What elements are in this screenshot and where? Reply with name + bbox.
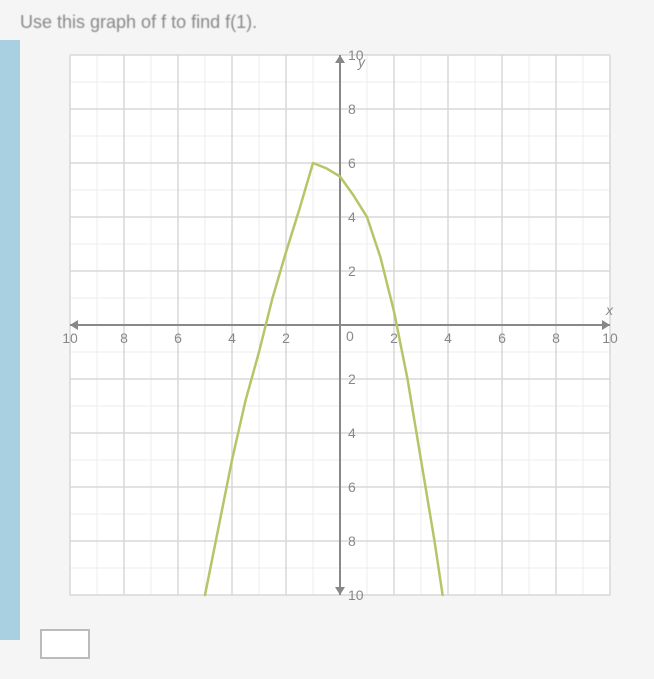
svg-text:x: x — [605, 302, 614, 318]
svg-text:8: 8 — [348, 533, 356, 549]
page-accent — [0, 40, 20, 640]
svg-text:6: 6 — [498, 330, 506, 346]
svg-text:10: 10 — [602, 330, 618, 346]
svg-text:4: 4 — [444, 330, 452, 346]
svg-text:0: 0 — [346, 328, 354, 344]
svg-text:4: 4 — [228, 330, 236, 346]
graph-chart: 1086420246810108642246810yx — [60, 45, 620, 605]
svg-text:8: 8 — [120, 330, 128, 346]
question-text: Use this graph of f to find f(1). — [20, 12, 257, 33]
svg-text:2: 2 — [348, 263, 356, 279]
answer-input[interactable] — [40, 629, 90, 659]
svg-text:y: y — [357, 54, 366, 70]
svg-text:8: 8 — [552, 330, 560, 346]
svg-text:6: 6 — [348, 479, 356, 495]
svg-text:4: 4 — [348, 425, 356, 441]
svg-text:10: 10 — [348, 587, 364, 603]
svg-text:2: 2 — [390, 330, 398, 346]
svg-text:4: 4 — [348, 209, 356, 225]
svg-text:6: 6 — [174, 330, 182, 346]
svg-text:2: 2 — [348, 371, 356, 387]
svg-text:6: 6 — [348, 155, 356, 171]
svg-text:10: 10 — [62, 330, 78, 346]
chart-svg: 1086420246810108642246810yx — [60, 45, 620, 605]
svg-text:2: 2 — [282, 330, 290, 346]
svg-text:8: 8 — [348, 101, 356, 117]
